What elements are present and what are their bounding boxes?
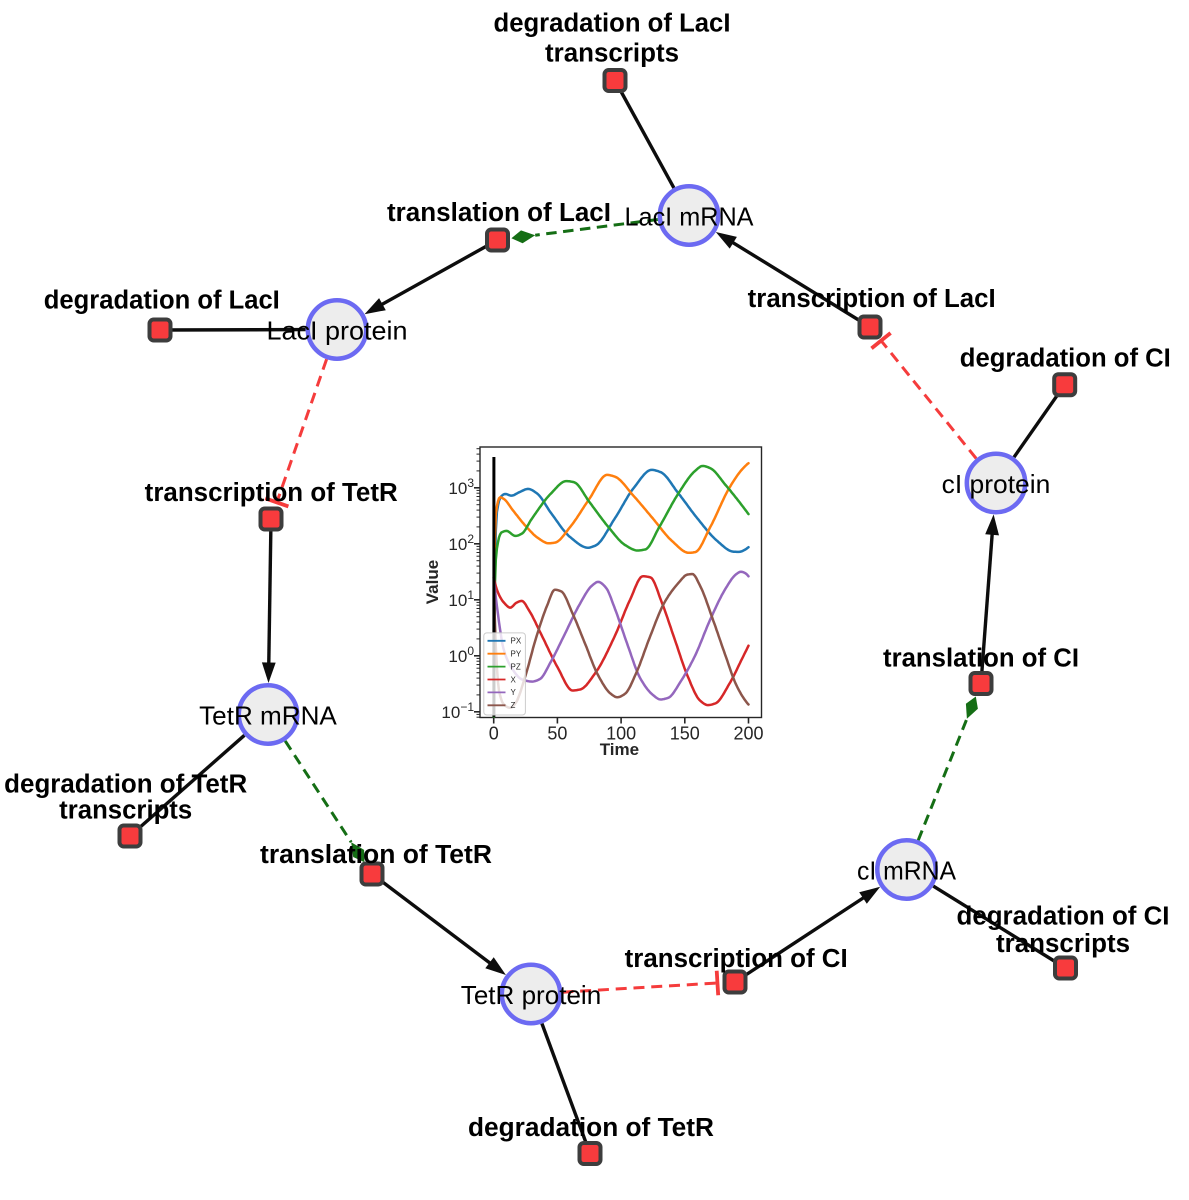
svg-text:Y: Y: [511, 688, 517, 697]
svg-text:PZ: PZ: [511, 662, 521, 671]
svg-text:degradation of LacI: degradation of LacI: [494, 10, 731, 38]
svg-text:cI mRNA: cI mRNA: [857, 855, 957, 885]
svg-text:50: 50: [547, 724, 567, 744]
svg-text:X: X: [511, 675, 517, 684]
svg-text:transcription of CI: transcription of CI: [625, 945, 848, 973]
svg-text:100: 100: [606, 724, 636, 744]
svg-text:cI protein: cI protein: [942, 469, 1051, 499]
svg-text:transcription of TetR: transcription of TetR: [145, 479, 398, 507]
svg-text:transcripts: transcripts: [545, 40, 679, 68]
svg-text:translation of TetR: translation of TetR: [260, 841, 492, 869]
svg-text:0: 0: [489, 724, 499, 744]
svg-text:PX: PX: [511, 637, 522, 646]
svg-text:Time: Time: [600, 740, 639, 759]
svg-text:10−1: 10−1: [441, 700, 474, 722]
svg-text:transcripts: transcripts: [59, 797, 192, 825]
svg-text:TetR protein: TetR protein: [461, 980, 601, 1010]
svg-text:103: 103: [448, 476, 474, 498]
svg-text:LacI mRNA: LacI mRNA: [625, 201, 755, 231]
svg-text:degradation of LacI: degradation of LacI: [44, 286, 280, 314]
svg-text:Value: Value: [423, 560, 442, 604]
svg-text:100: 100: [448, 644, 474, 666]
svg-text:degradation of CI: degradation of CI: [957, 903, 1170, 931]
svg-text:LacI protein: LacI protein: [267, 315, 408, 345]
svg-text:degradation of CI: degradation of CI: [960, 345, 1171, 373]
svg-text:translation of CI: translation of CI: [883, 645, 1079, 673]
svg-text:150: 150: [670, 724, 700, 744]
svg-text:transcripts: transcripts: [996, 930, 1130, 958]
svg-text:PY: PY: [511, 650, 522, 659]
svg-text:transcription of LacI: transcription of LacI: [748, 285, 996, 313]
svg-text:Z: Z: [511, 701, 516, 710]
svg-text:200: 200: [733, 724, 763, 744]
svg-text:degradation of TetR: degradation of TetR: [468, 1114, 714, 1142]
svg-text:degradation of TetR: degradation of TetR: [4, 771, 247, 799]
svg-text:TetR mRNA: TetR mRNA: [199, 700, 337, 730]
svg-text:102: 102: [448, 532, 474, 554]
svg-text:101: 101: [448, 588, 474, 610]
svg-text:translation of LacI: translation of LacI: [387, 199, 611, 227]
